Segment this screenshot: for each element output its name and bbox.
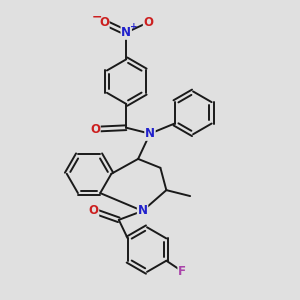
Text: N: N [121, 26, 131, 39]
Text: −: − [92, 10, 103, 23]
Text: O: O [99, 16, 109, 29]
Text: O: O [90, 123, 100, 136]
Text: O: O [88, 204, 98, 218]
Text: +: + [130, 22, 137, 31]
Text: F: F [178, 265, 186, 278]
Text: N: N [145, 127, 155, 140]
Text: N: N [138, 204, 148, 218]
Text: O: O [143, 16, 154, 29]
